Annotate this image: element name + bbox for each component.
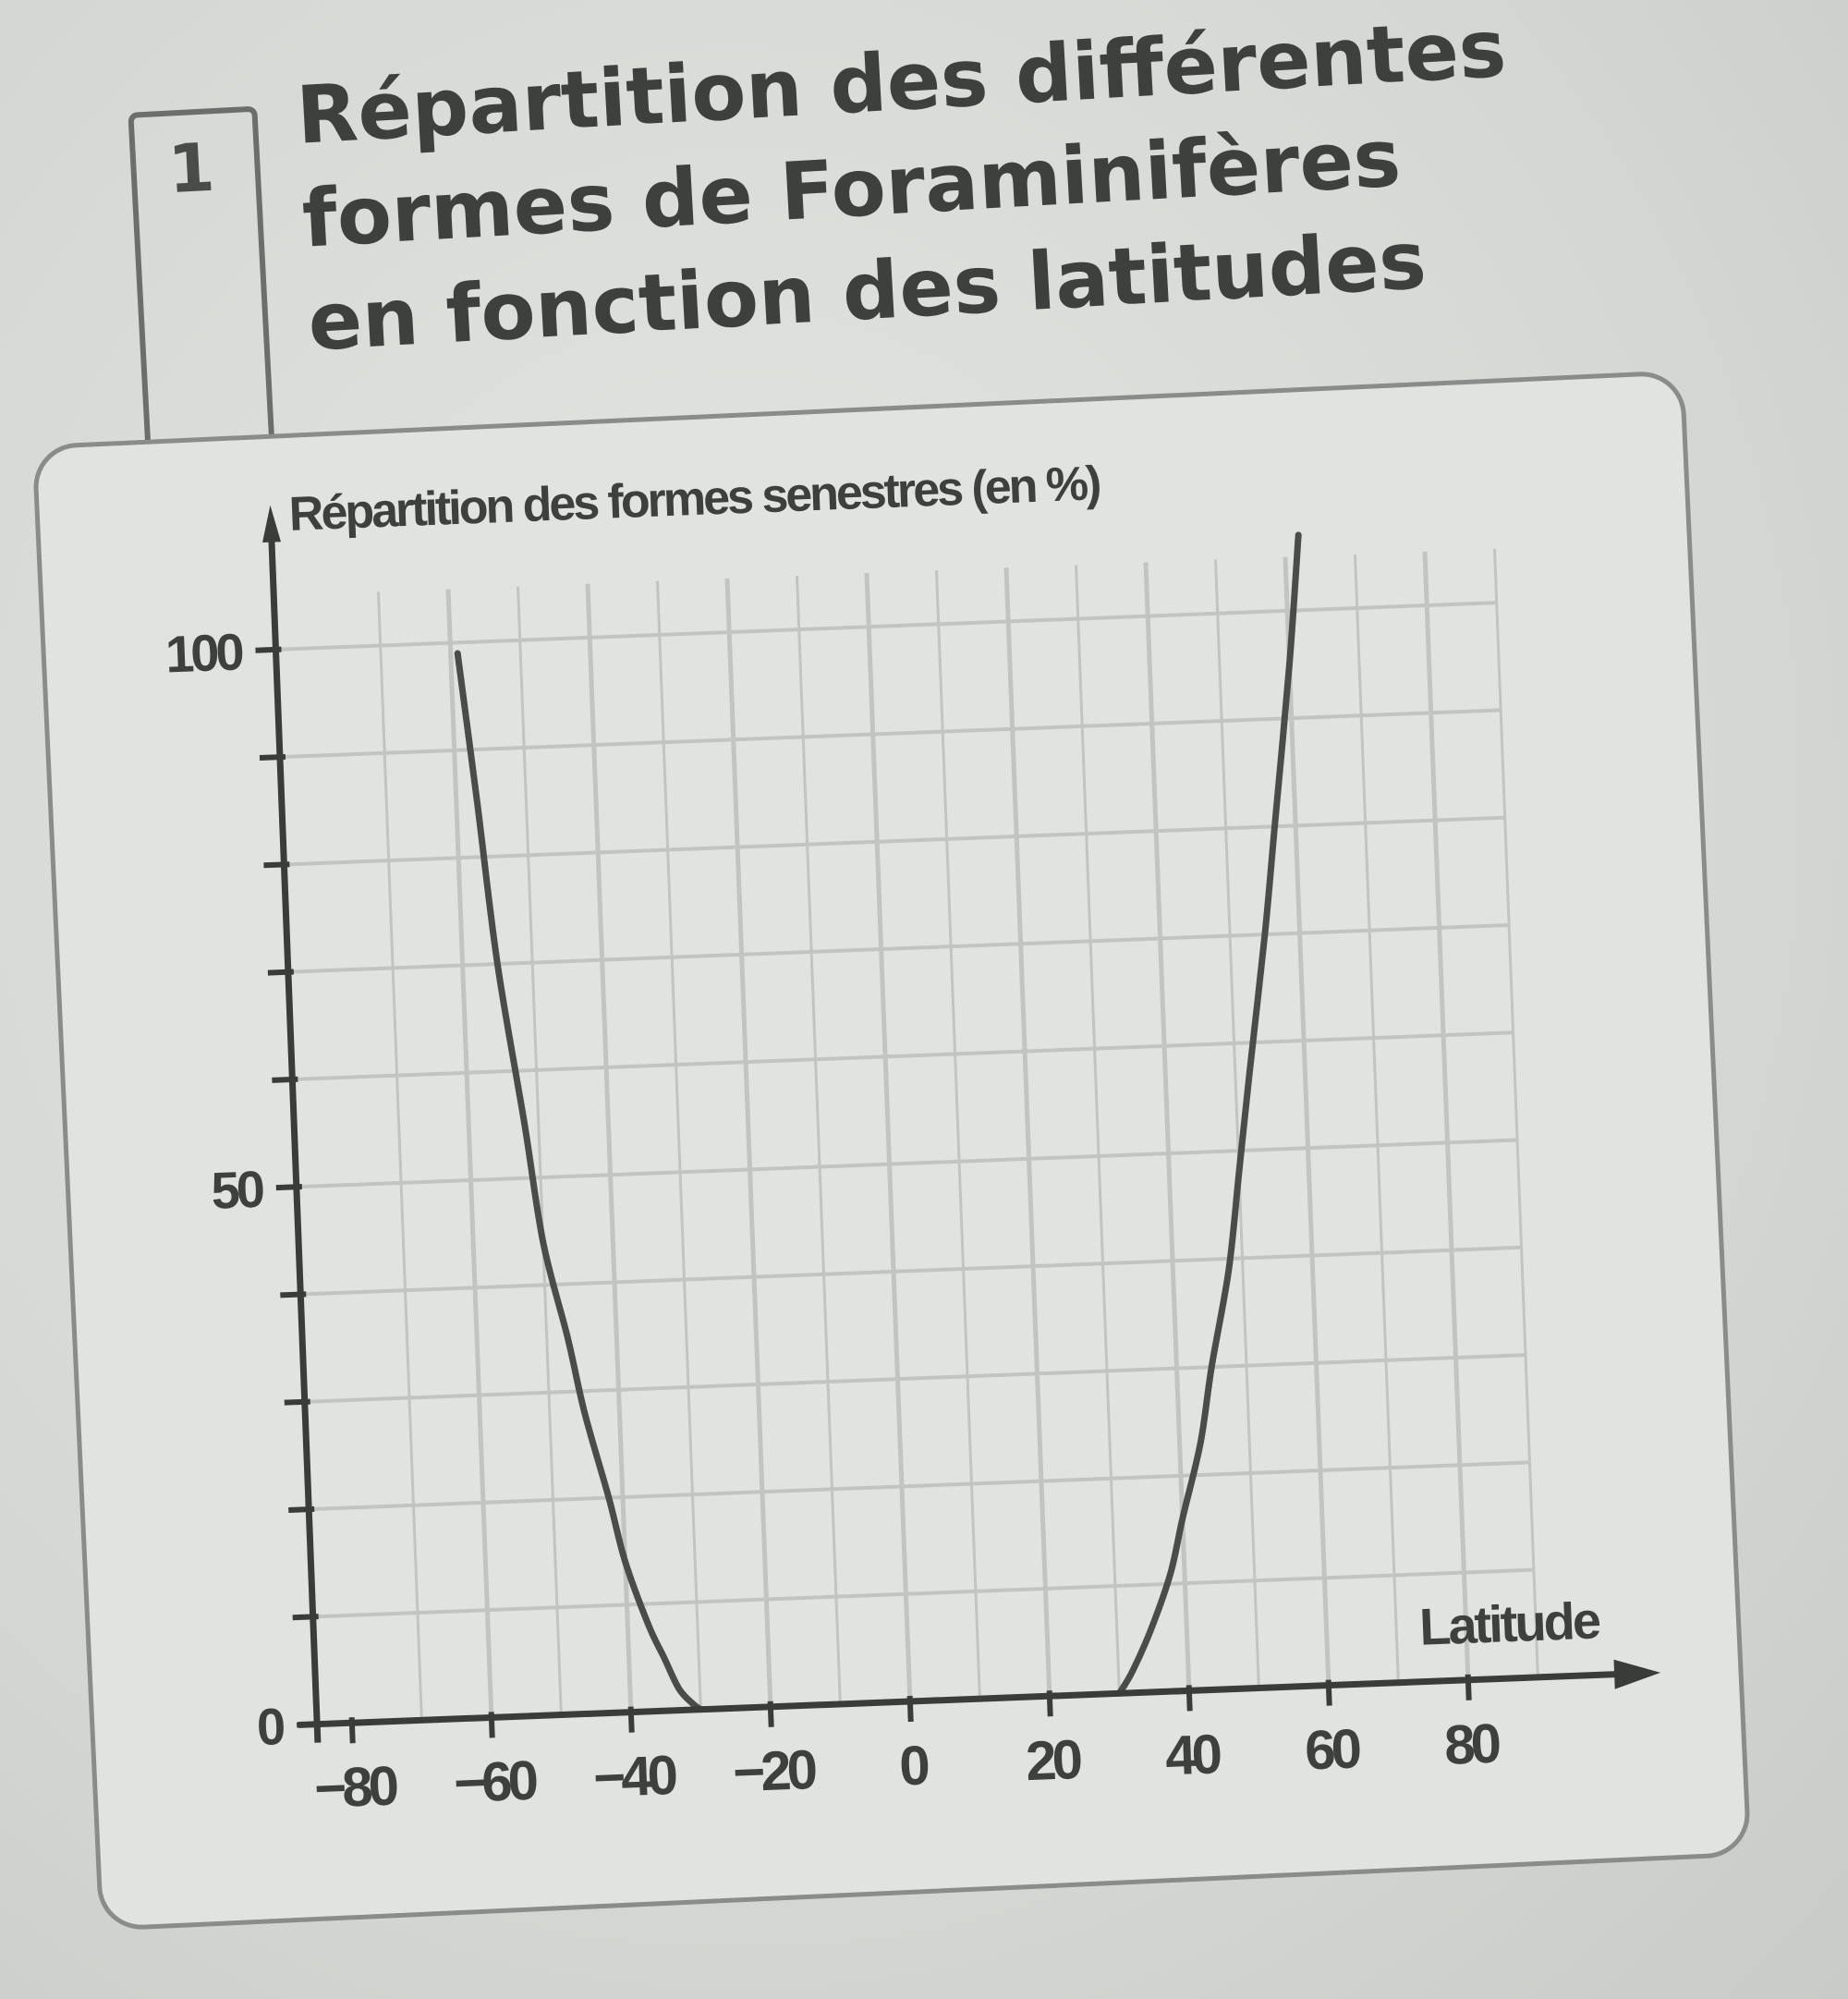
x-axis-line [298, 1670, 1629, 1728]
y-axis-label: Répartition des formes senestres (en %) [288, 457, 1100, 542]
y-tick [259, 753, 286, 762]
grid-line-vertical [724, 578, 773, 1707]
grid-line-vertical [655, 580, 702, 1710]
x-tick-label: 60 [1304, 1717, 1361, 1781]
series-curve-2 [1115, 531, 1302, 1697]
grid-line-horizontal [312, 1567, 1535, 1619]
x-tick-label: −40 [592, 1744, 677, 1809]
y-tick [263, 861, 290, 869]
grid-line-vertical [445, 589, 494, 1718]
grid-line-vertical [585, 583, 634, 1713]
grid [275, 548, 1539, 1721]
grid-line-vertical [1074, 565, 1121, 1694]
x-tick [1465, 1674, 1472, 1700]
axes [262, 505, 1661, 1743]
grid-line-vertical [795, 575, 842, 1704]
y-tick [255, 646, 282, 653]
grid-line-horizontal [309, 1460, 1530, 1512]
y-tick [275, 1184, 302, 1191]
grid-line-vertical [934, 570, 981, 1700]
grid-line-vertical [1283, 556, 1331, 1686]
grid-line-horizontal [284, 815, 1505, 867]
x-tick [348, 1717, 356, 1744]
grid-line-vertical [1492, 548, 1539, 1677]
x-tick-label: 40 [1164, 1723, 1222, 1786]
grid-line-vertical [1213, 559, 1260, 1688]
x-tick-label: −60 [453, 1749, 538, 1814]
x-tick-label: 20 [1025, 1728, 1082, 1792]
grid-line-horizontal [287, 922, 1510, 974]
y-tick-label: 100 [164, 622, 244, 683]
grid-line-vertical [1422, 551, 1471, 1680]
x-tick-label: −20 [732, 1738, 817, 1803]
x-axis-label: Latitude [1418, 1591, 1601, 1655]
curves [454, 531, 1302, 1713]
grid-line-vertical [516, 586, 563, 1715]
ticks [255, 646, 1472, 1744]
x-tick [1325, 1679, 1332, 1706]
grid-line-horizontal [275, 601, 1497, 652]
y-tick [288, 1505, 315, 1513]
y-tick [297, 1721, 323, 1728]
y-tick-label: 0 [256, 1697, 285, 1756]
x-tick-label: 0 [898, 1734, 930, 1797]
x-tick-label: 80 [1443, 1713, 1501, 1776]
grid-line-vertical [864, 573, 913, 1702]
grid-line-vertical [1353, 554, 1400, 1683]
x-tick-label: −80 [313, 1754, 398, 1819]
x-tick [1046, 1690, 1053, 1717]
x-axis-arrow [1613, 1659, 1661, 1689]
series-curve-1 [454, 650, 704, 1713]
y-tick [267, 969, 294, 976]
y-tick [280, 1291, 307, 1298]
grid-line-vertical [1003, 567, 1052, 1697]
grid-line-horizontal [296, 1138, 1518, 1189]
y-tick-label: 50 [210, 1160, 264, 1220]
grid-line-horizontal [304, 1353, 1526, 1404]
grid-line-horizontal [279, 708, 1502, 760]
y-axis-arrow [262, 505, 282, 542]
x-tick [1185, 1685, 1193, 1712]
grid-line-horizontal [300, 1245, 1522, 1297]
grid-line-vertical [1143, 562, 1192, 1691]
y-tick [292, 1614, 319, 1621]
y-axis-line [267, 523, 322, 1743]
tick-labels: 0 50 100 −80 −60 −40 −20 0 20 40 60 80 [164, 622, 1501, 1820]
x-tick [906, 1695, 914, 1723]
x-tick [767, 1700, 774, 1727]
grid-line-vertical [376, 591, 423, 1721]
y-tick [272, 1076, 298, 1083]
x-tick [627, 1706, 635, 1733]
grid-line-horizontal [292, 1030, 1514, 1082]
y-tick [284, 1398, 310, 1406]
